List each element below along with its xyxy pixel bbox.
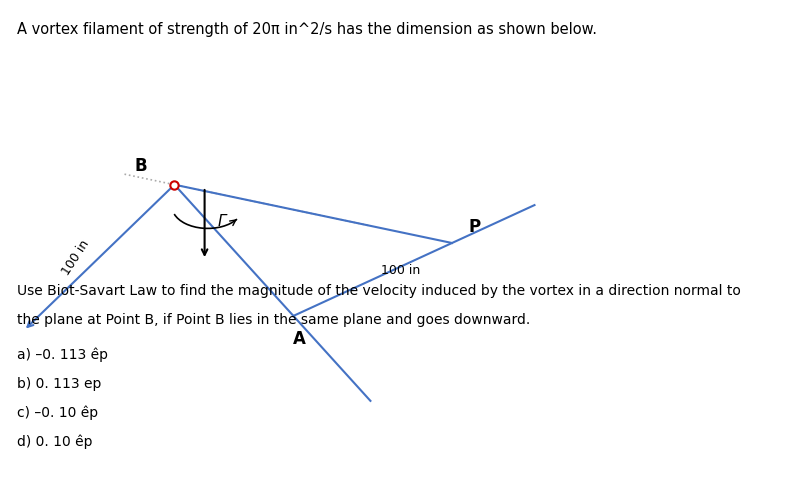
Text: 100 in: 100 in (59, 238, 91, 278)
Text: Use Biot-Savart Law to find the magnitude of the velocity induced by the vortex : Use Biot-Savart Law to find the magnitud… (17, 284, 741, 298)
Text: b) 0. 113 ep: b) 0. 113 ep (17, 377, 102, 391)
Text: A vortex filament of strength of 20π in^2/s has the dimension as shown below.: A vortex filament of strength of 20π in^… (17, 22, 597, 37)
Text: the plane at Point B, if Point B lies in the same plane and goes downward.: the plane at Point B, if Point B lies in… (17, 313, 531, 328)
Text: A: A (293, 330, 306, 348)
Text: a) –0. 113 êp: a) –0. 113 êp (17, 347, 109, 362)
Text: d) 0. 10 êp: d) 0. 10 êp (17, 435, 93, 450)
Text: P: P (468, 218, 481, 237)
Text: Γ: Γ (218, 214, 226, 228)
Text: 100 in: 100 in (381, 264, 420, 277)
Text: c) –0. 10 êp: c) –0. 10 êp (17, 406, 98, 420)
Text: B: B (135, 157, 147, 175)
